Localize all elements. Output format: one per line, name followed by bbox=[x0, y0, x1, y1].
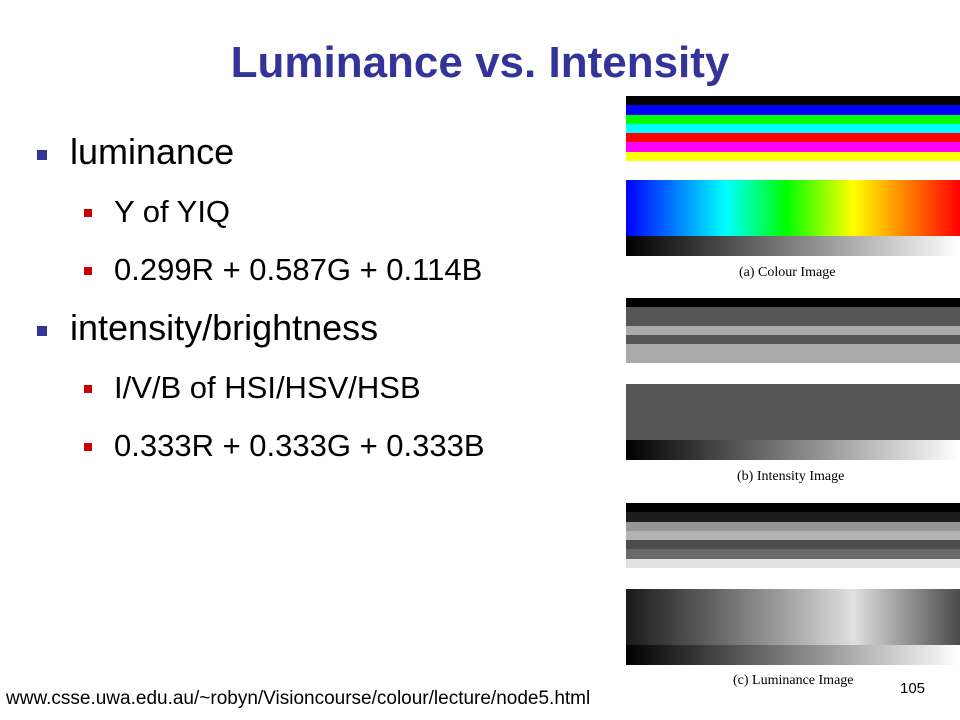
stripe bbox=[626, 298, 960, 308]
colour-grayscale-ramp bbox=[626, 236, 960, 256]
stripe bbox=[626, 521, 960, 531]
intensity-flat-image bbox=[626, 384, 960, 440]
stripe bbox=[626, 540, 960, 550]
stripe bbox=[626, 567, 960, 577]
stripe bbox=[626, 325, 960, 335]
colour-stripes-image bbox=[626, 96, 960, 170]
bullet-yiq: Y of YIQ bbox=[84, 194, 231, 230]
caption-intensity-image: (b) Intensity Image bbox=[737, 469, 845, 484]
stripe bbox=[626, 344, 960, 354]
bullet-text: luminance bbox=[70, 131, 235, 172]
bullet-intensity: intensity/brightness bbox=[37, 307, 379, 349]
page-number: 105 bbox=[900, 680, 926, 697]
bullet-square-icon bbox=[37, 326, 47, 336]
bullet-text: 0.299R + 0.587G + 0.114B bbox=[114, 252, 483, 287]
stripe bbox=[626, 558, 960, 568]
source-url: www.csse.uwa.edu.au/~robyn/Visioncourse/… bbox=[6, 688, 591, 709]
bullet-square-icon bbox=[84, 267, 92, 275]
bullet-hsi: I/V/B of HSI/HSV/HSB bbox=[84, 370, 421, 406]
luminance-stripes-image bbox=[626, 503, 960, 577]
stripe bbox=[626, 133, 960, 143]
luminance-grayscale-ramp bbox=[626, 645, 960, 665]
stripe bbox=[626, 96, 960, 106]
stripe bbox=[626, 549, 960, 559]
stripe bbox=[626, 114, 960, 124]
stripe bbox=[626, 512, 960, 522]
stripe bbox=[626, 362, 960, 372]
stripe bbox=[626, 503, 960, 513]
stripe bbox=[626, 530, 960, 540]
luminance-gradient-image bbox=[626, 589, 960, 645]
stripe bbox=[626, 353, 960, 363]
bullet-text: Y of YIQ bbox=[114, 194, 231, 229]
slide-title: Luminance vs. Intensity bbox=[230, 38, 730, 87]
intensity-stripes-image bbox=[626, 298, 960, 372]
caption-luminance-image: (c) Luminance Image bbox=[733, 673, 854, 688]
bullet-intensity-formula: 0.333R + 0.333G + 0.333B bbox=[84, 428, 485, 464]
bullet-square-icon bbox=[84, 385, 92, 393]
stripe bbox=[626, 142, 960, 152]
stripe bbox=[626, 123, 960, 133]
caption-colour-image: (a) Colour Image bbox=[739, 265, 836, 280]
stripe bbox=[626, 307, 960, 317]
stripe bbox=[626, 160, 960, 170]
stripe bbox=[626, 151, 960, 161]
bullet-square-icon bbox=[84, 443, 92, 451]
colour-gradient-image bbox=[626, 180, 960, 236]
bullet-square-icon bbox=[37, 150, 47, 160]
stripe bbox=[626, 105, 960, 115]
bullet-luminance: luminance bbox=[37, 131, 235, 173]
bullet-text: 0.333R + 0.333G + 0.333B bbox=[114, 428, 485, 463]
stripe bbox=[626, 335, 960, 345]
bullet-text: I/V/B of HSI/HSV/HSB bbox=[114, 370, 421, 405]
bullet-text: intensity/brightness bbox=[70, 307, 379, 348]
stripe bbox=[626, 316, 960, 326]
bullet-square-icon bbox=[84, 209, 92, 217]
intensity-grayscale-ramp bbox=[626, 440, 960, 460]
bullet-luminance-formula: 0.299R + 0.587G + 0.114B bbox=[84, 252, 483, 288]
